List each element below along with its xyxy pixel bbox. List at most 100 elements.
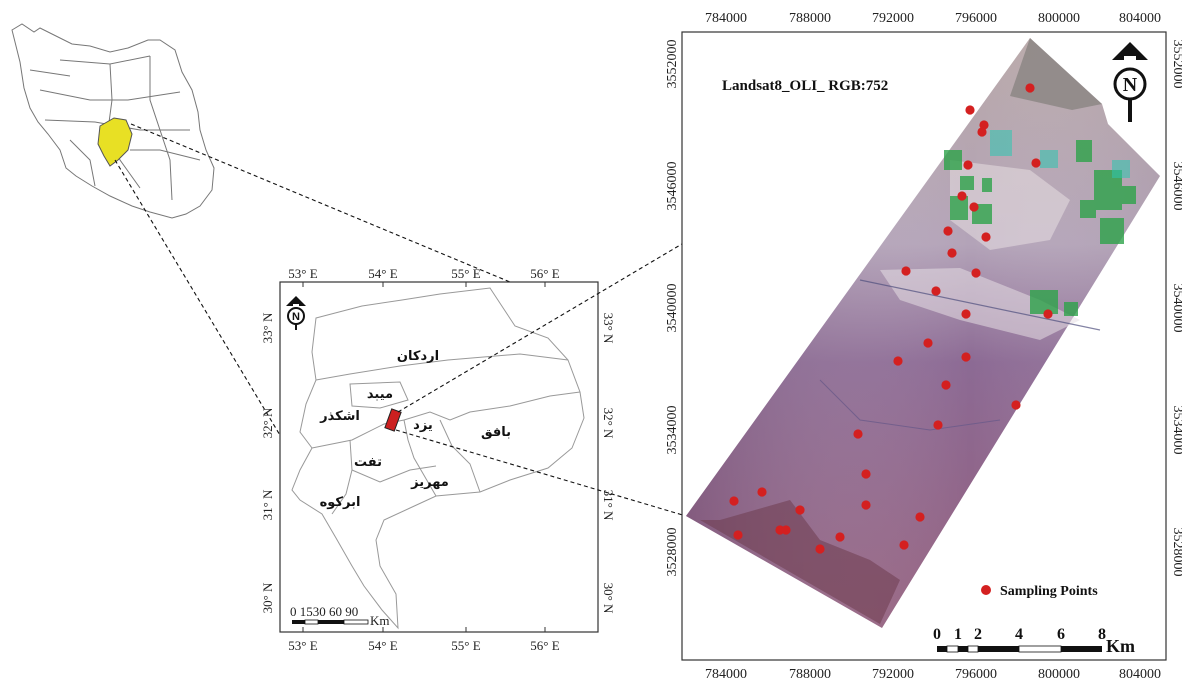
tick-top-55: 55° E — [451, 266, 480, 281]
province-scale-bar: 0 1530 60 90 Km — [290, 604, 390, 628]
sampling-point — [795, 505, 805, 515]
sampling-point — [1011, 400, 1021, 410]
district-label-taft: تفت — [354, 455, 382, 470]
scale-tick-0: 0 — [933, 626, 941, 643]
landsat-top-ticks: 784000 788000 792000 796000 800000 80400… — [705, 11, 1161, 26]
tick-left-3552000: 3552000 — [665, 40, 680, 89]
tick-top-796000: 796000 — [955, 11, 997, 26]
sampling-point — [947, 248, 957, 258]
sampling-point — [931, 286, 941, 296]
district-label-meybod: میبد — [367, 387, 393, 402]
scale-tick-4: 4 — [1015, 626, 1023, 643]
tick-bottom-788000: 788000 — [789, 667, 831, 680]
sampling-legend: Sampling Points — [981, 584, 1098, 599]
tick-bottom-56: 56° E — [530, 638, 559, 653]
scale-tick-1: 1 — [954, 626, 962, 643]
province-right-ticks: 33° N 32° N 31° N 30° N — [601, 313, 616, 614]
sampling-point — [963, 160, 973, 170]
tick-right-3528000: 3528000 — [1170, 528, 1182, 577]
tick-bottom-792000: 792000 — [872, 667, 914, 680]
landsat-north-arrow: N — [1112, 42, 1148, 122]
landsat-title: Landsat8_OLI_ RGB:752 — [722, 78, 888, 94]
sampling-point — [961, 352, 971, 362]
tick-right-3552000: 3552000 — [1170, 40, 1182, 89]
landsat-north-label: N — [1123, 74, 1138, 96]
sampling-point — [977, 127, 987, 137]
sampling-point — [861, 469, 871, 479]
tick-left-3528000: 3528000 — [665, 528, 680, 577]
tick-bottom-53: 53° E — [288, 638, 317, 653]
landsat-left-ticks: 3552000 3546000 3540000 3534000 3528000 — [665, 40, 680, 577]
tick-bottom-55: 55° E — [451, 638, 480, 653]
sampling-point — [729, 496, 739, 506]
province-scale-unit: Km — [370, 613, 390, 628]
scale-tick-2: 2 — [974, 626, 982, 643]
tick-right-3540000: 3540000 — [1170, 284, 1182, 333]
tick-bottom-54: 54° E — [368, 638, 397, 653]
district-label-ashkezar: اشکذر — [319, 409, 360, 424]
sampling-point — [781, 525, 791, 535]
tick-left-30: 30° N — [260, 582, 275, 613]
sampling-point — [899, 540, 909, 550]
district-labels: اردکان میبد اشکذر یزد بافق تفت مهریز ابر… — [319, 349, 511, 510]
tick-top-788000: 788000 — [789, 11, 831, 26]
sampling-point — [957, 191, 967, 201]
tick-right-33: 33° N — [601, 313, 616, 344]
scale-unit: Km — [1106, 636, 1135, 656]
tick-right-30: 30° N — [601, 583, 616, 614]
scale-tick-8: 8 — [1098, 626, 1106, 643]
district-label-yazd: یزد — [413, 418, 433, 433]
legend-label: Sampling Points — [1000, 584, 1098, 599]
sampling-point — [923, 338, 933, 348]
sampling-point — [979, 120, 989, 130]
province-scale-text: 0 1530 60 90 — [290, 604, 358, 619]
tick-left-3540000: 3540000 — [665, 284, 680, 333]
province-top-ticks: 53° E 54° E 55° E 56° E — [288, 266, 559, 281]
sampling-point — [835, 532, 845, 542]
tick-left-33: 33° N — [260, 312, 275, 343]
tick-right-3534000: 3534000 — [1170, 406, 1182, 455]
sampling-point — [815, 544, 825, 554]
tick-bottom-784000: 784000 — [705, 667, 747, 680]
satellite-image — [686, 38, 1160, 628]
district-label-mehriz: مهریز — [410, 475, 449, 490]
tick-left-3534000: 3534000 — [665, 406, 680, 455]
sampling-point — [1031, 158, 1041, 168]
tick-top-54: 54° E — [368, 266, 397, 281]
tick-bottom-804000: 804000 — [1119, 667, 1161, 680]
legend-point-symbol — [981, 585, 991, 595]
sampling-point — [943, 226, 953, 236]
sampling-point — [853, 429, 863, 439]
landsat-right-ticks: 3552000 3546000 3540000 3534000 3528000 — [1170, 40, 1182, 577]
sampling-point — [733, 530, 743, 540]
tick-top-792000: 792000 — [872, 11, 914, 26]
sampling-point — [933, 420, 943, 430]
sampling-point — [757, 487, 767, 497]
yazd-province-highlight — [97, 117, 133, 167]
sampling-point — [861, 500, 871, 510]
district-label-bafq: بافق — [481, 425, 511, 440]
tick-top-784000: 784000 — [705, 11, 747, 26]
study-area-marker — [384, 408, 402, 432]
tick-top-800000: 800000 — [1038, 11, 1080, 26]
tick-bottom-796000: 796000 — [955, 667, 997, 680]
tick-right-31: 31° N — [601, 490, 616, 521]
landsat-scale-bar: 0 1 2 4 6 8 Km — [933, 626, 1135, 656]
sampling-point — [1025, 83, 1035, 93]
sampling-point — [981, 232, 991, 242]
tick-top-804000: 804000 — [1119, 11, 1161, 26]
sampling-point — [1043, 309, 1053, 319]
province-tick-marks — [302, 282, 546, 632]
tick-top-56: 56° E — [530, 266, 559, 281]
tick-left-31: 31° N — [260, 489, 275, 520]
province-north-arrow: N — [286, 296, 306, 330]
sampling-point — [941, 380, 951, 390]
sampling-point — [893, 356, 903, 366]
province-left-ticks: 33° N 32° N 31° N 30° N — [260, 312, 275, 613]
sampling-point — [901, 266, 911, 276]
province-bottom-ticks: 53° E 54° E 55° E 56° E — [288, 638, 559, 653]
tick-left-32: 32° N — [260, 407, 275, 438]
district-label-abarkuh: ابرکوه — [320, 495, 361, 510]
tick-bottom-800000: 800000 — [1038, 667, 1080, 680]
